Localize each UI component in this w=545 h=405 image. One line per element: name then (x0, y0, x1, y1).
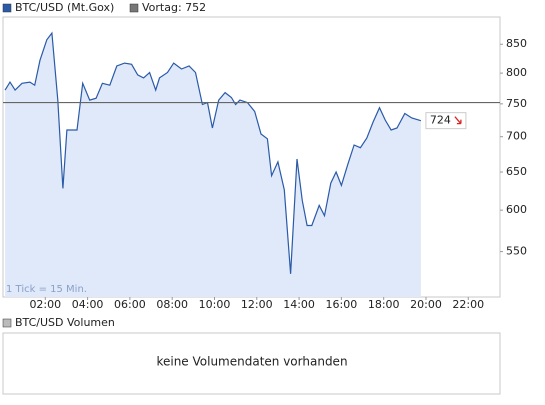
x-tick-label: 22:00 (452, 298, 484, 311)
x-tick-label: 08:00 (156, 298, 188, 311)
volume-message: keine Volumendaten vorhanden (156, 355, 347, 369)
line (4, 31, 422, 274)
y-tick-label: 550 (506, 245, 527, 258)
end-label: 724 (430, 114, 451, 127)
x-tick-label: 06:00 (114, 298, 146, 311)
legend-entry: Vortag: 752 (142, 1, 206, 14)
volume-panel (2, 332, 501, 395)
y-tick-label: 700 (506, 130, 527, 143)
legend-swatch (2, 318, 12, 328)
x-tick-label: 02:00 (29, 298, 61, 311)
y-tick-label: 850 (506, 37, 527, 50)
x-tick-label: 18:00 (368, 298, 400, 311)
x-tick-label: 12:00 (241, 298, 273, 311)
legend-swatch (129, 3, 139, 13)
x-tick-label: 20:00 (410, 298, 442, 311)
y-tick-label: 750 (506, 97, 527, 110)
y-tick-label: 600 (506, 203, 527, 216)
x-tick-label: 04:00 (72, 298, 104, 311)
area (5, 33, 421, 297)
volume-legend: BTC/USD Volumen (15, 316, 115, 329)
legend-entry: BTC/USD (Mt.Gox) (15, 1, 114, 14)
end-label-box (425, 112, 467, 130)
x-tick-label: 14:00 (283, 298, 315, 311)
y-tick-label: 800 (506, 66, 527, 79)
trend-arrow (454, 116, 462, 125)
y-tick-label: 650 (506, 165, 527, 178)
annotation: 1 Tick = 15 Min. (6, 284, 87, 295)
x-tick-label: 10:00 (199, 298, 231, 311)
x-tick-label: 16:00 (326, 298, 358, 311)
legend-swatch (2, 3, 12, 13)
